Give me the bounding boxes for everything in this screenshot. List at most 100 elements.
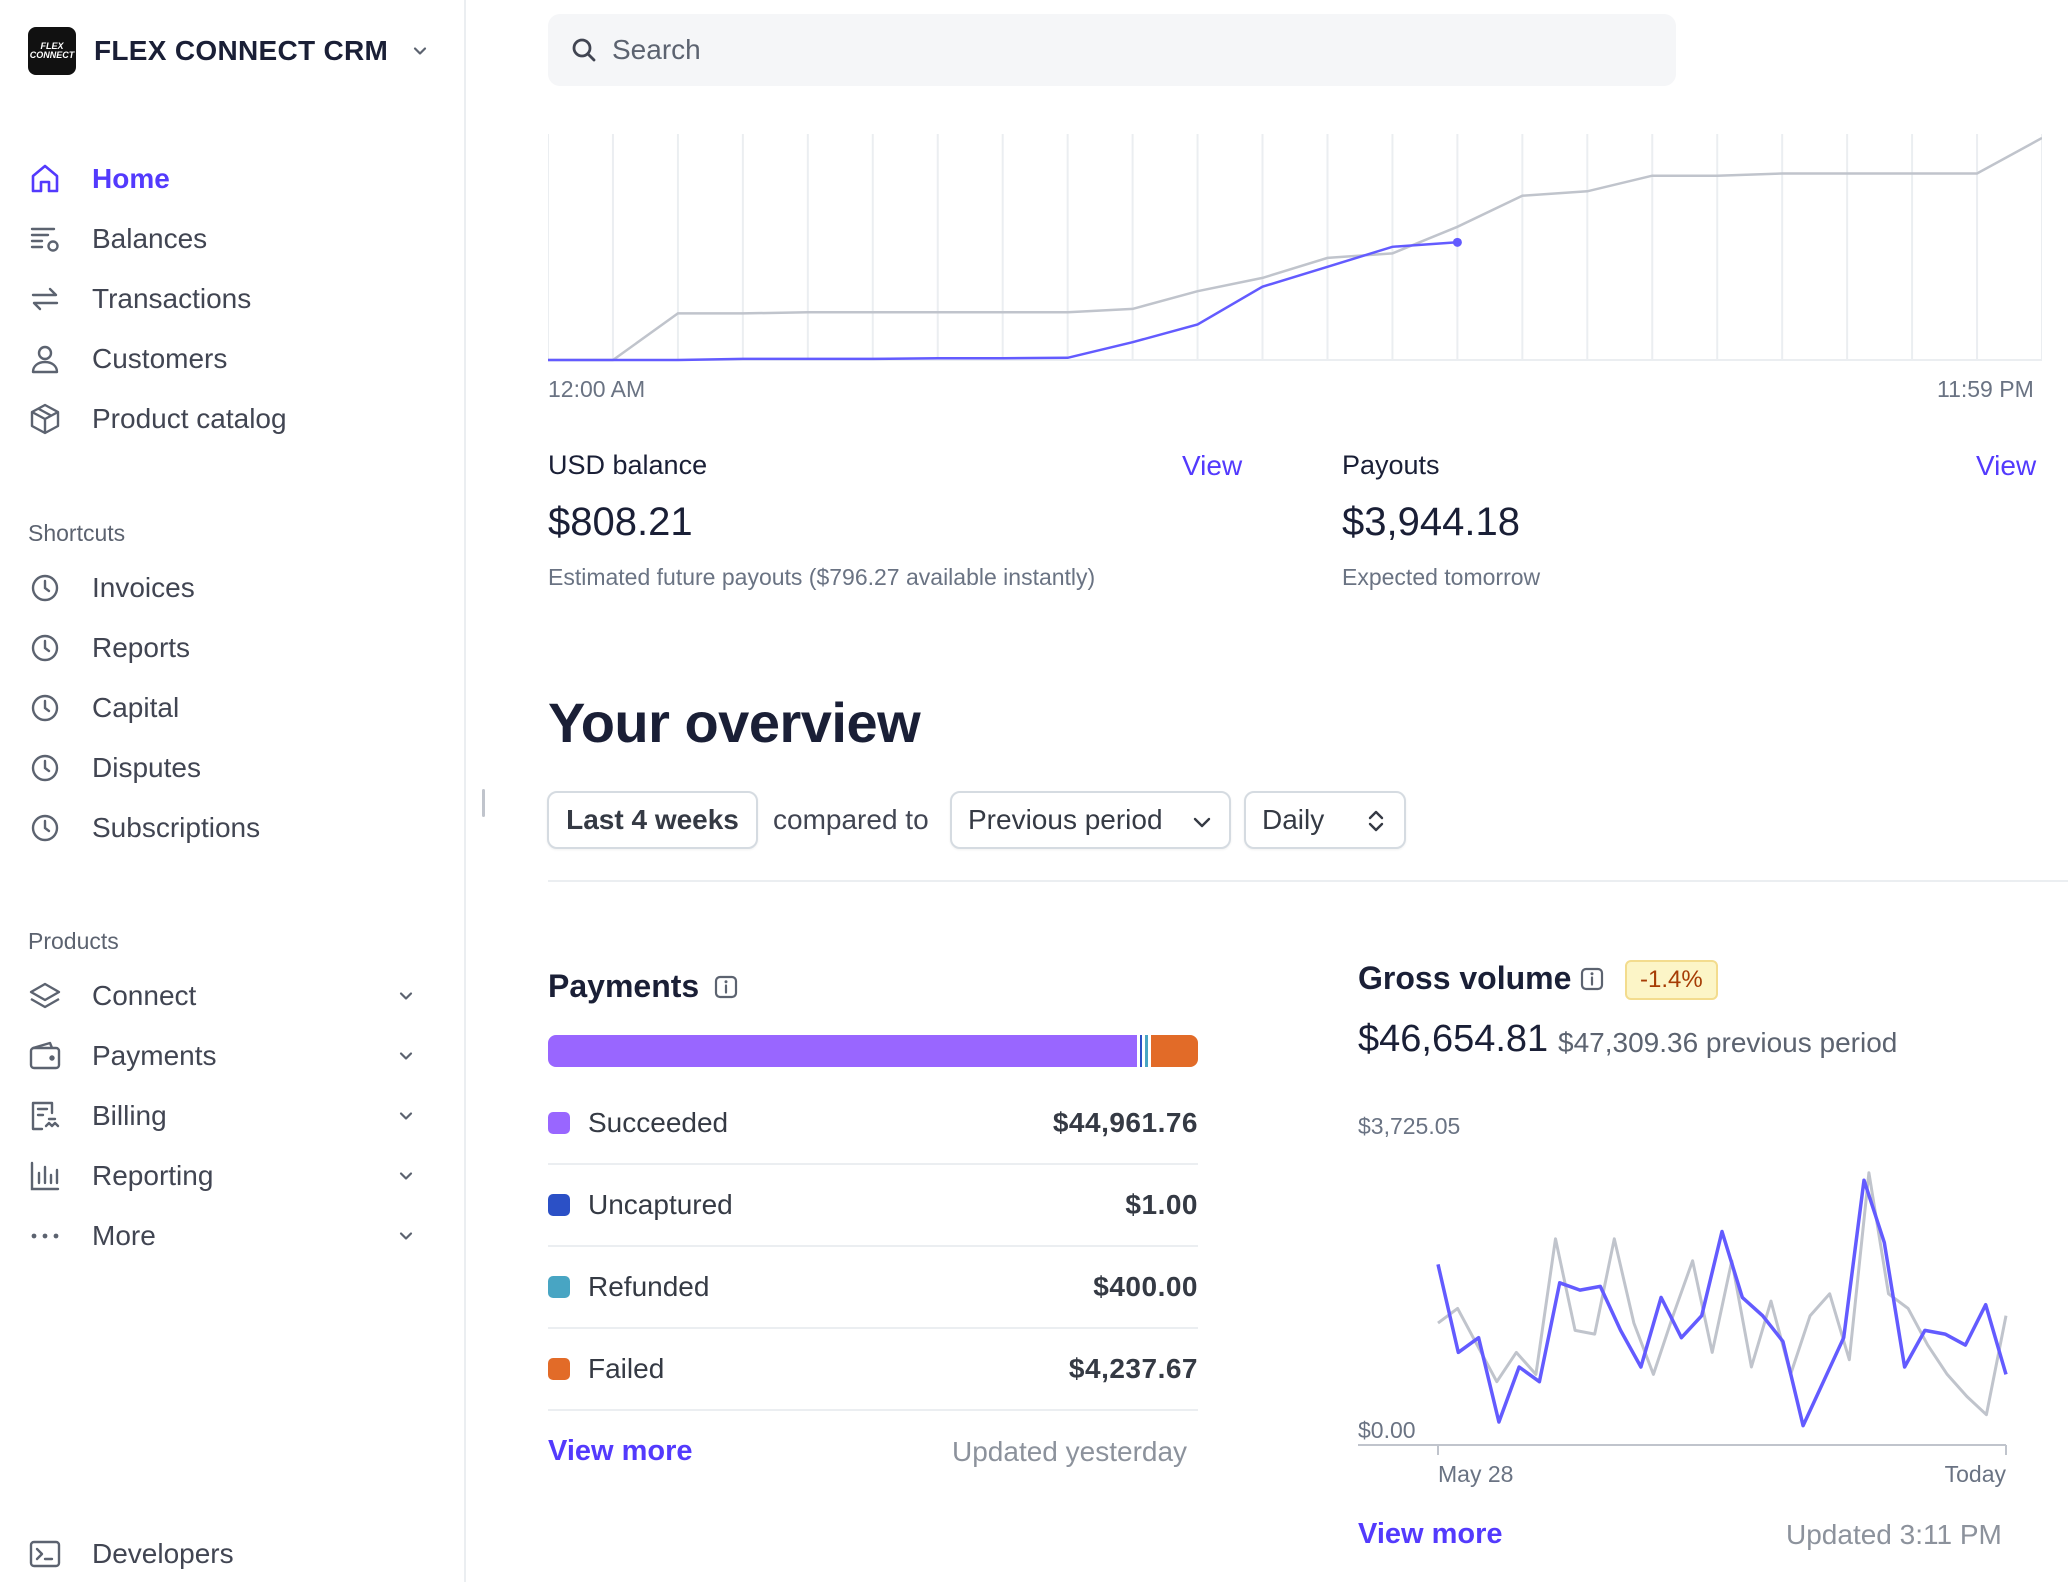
info-icon[interactable] [714, 975, 738, 999]
home-icon [28, 162, 62, 196]
gross-volume-value: $46,654.81 [1358, 1018, 1549, 1060]
payouts-title: Payouts [1342, 450, 1440, 480]
wallet-icon [28, 1039, 62, 1073]
sidebar-item-label: Product catalog [92, 403, 287, 434]
today-volume-chart [548, 134, 2042, 362]
more-dots-icon [28, 1219, 62, 1253]
clock-icon [28, 631, 62, 665]
divider [548, 880, 2068, 882]
account-switcher[interactable]: FLEX CONNECT FLEX CONNECT CRM [28, 26, 430, 76]
payment-row-succeeded[interactable]: Succeeded $44,961.76 [548, 1083, 1198, 1165]
change-badge: -1.4% [1625, 960, 1718, 1000]
payment-status-label: Succeeded [588, 1107, 729, 1138]
x-tick-label-start: May 28 [1438, 1461, 1513, 1487]
arrows-exchange-icon [28, 282, 62, 316]
usd-balance-title: USD balance [548, 450, 708, 480]
gross-volume-updated-text: Updated 3:11 PM [1786, 1519, 2002, 1550]
comparison-period-value: Previous period [968, 804, 1163, 835]
sidebar-item-home[interactable]: Home [28, 154, 428, 204]
legend-swatch [548, 1276, 570, 1298]
chevron-up-down-icon [1368, 810, 1384, 832]
search-icon [572, 38, 596, 62]
gross-volume-previous: $47,309.36 previous period [1558, 1027, 1898, 1058]
payment-status-label: Uncaptured [588, 1189, 733, 1220]
sidebar-item-transactions[interactable]: Transactions [28, 274, 428, 324]
sidebar-item-billing[interactable]: Billing [28, 1091, 428, 1141]
sidebar-item-label: Balances [92, 223, 208, 254]
shortcut-disputes[interactable]: Disputes [28, 743, 428, 793]
bar-chart-icon [28, 1159, 62, 1193]
clock-icon [28, 691, 62, 725]
chevron-down-icon [399, 1052, 413, 1060]
chart-start-time: 12:00 AM [548, 376, 646, 402]
clock-icon [28, 571, 62, 605]
sidebar-item-label: Subscriptions [92, 812, 261, 843]
shortcut-capital[interactable]: Capital [28, 683, 428, 733]
chart-end-time: 11:59 PM [1937, 376, 2034, 402]
info-icon[interactable] [1580, 967, 1604, 991]
payment-status-label: Refunded [588, 1271, 710, 1302]
interval-select[interactable]: Daily [1244, 791, 1406, 849]
chevron-down-icon [399, 1232, 413, 1240]
chevron-down-icon [414, 47, 427, 55]
sidebar-item-payments[interactable]: Payments [28, 1031, 428, 1081]
previous-period-line [548, 136, 2042, 362]
y-tick-min: $0.00 [1358, 1417, 1416, 1443]
legend-swatch [548, 1112, 570, 1134]
shortcut-invoices[interactable]: Invoices [28, 563, 428, 613]
sidebar: FLEX CONNECT FLEX CONNECT CRM Home Balan… [0, 0, 466, 1582]
today-line [548, 241, 1458, 362]
legend-swatch [548, 1194, 570, 1216]
sidebar-item-reporting[interactable]: Reporting [28, 1151, 428, 1201]
clock-icon [28, 751, 62, 785]
gross-volume-view-more-link[interactable]: View more [1358, 1518, 1503, 1550]
bar-segment-succeeded [548, 1035, 1138, 1067]
sidebar-item-label: Transactions [92, 283, 252, 314]
chevron-down-icon [399, 1112, 413, 1120]
payment-row-failed[interactable]: Failed $4,237.67 [548, 1329, 1198, 1411]
payment-amount: $400.00 [1093, 1271, 1198, 1302]
payment-status-label: Failed [588, 1353, 665, 1384]
billing-icon [28, 1099, 62, 1133]
search-bar[interactable] [548, 14, 1676, 86]
sidebar-resize-handle[interactable] [482, 789, 485, 817]
shortcut-subscriptions[interactable]: Subscriptions [28, 803, 428, 853]
payment-amount: $1.00 [1125, 1189, 1198, 1220]
payments-view-more-link[interactable]: View more [548, 1435, 693, 1467]
terminal-icon [28, 1537, 62, 1571]
gross-volume-chart: $3,725.05 $0.00 May 28 Today [1358, 1113, 2008, 1487]
search-input[interactable] [612, 34, 1512, 66]
box-icon [28, 402, 62, 436]
payouts-subtitle: Expected tomorrow [1342, 564, 1541, 590]
sidebar-item-developers[interactable]: Developers [28, 1529, 428, 1579]
sidebar-item-label: Billing [92, 1100, 167, 1131]
payouts-view-link[interactable]: View [1976, 450, 2037, 481]
bar-segment-failed [1147, 1035, 1198, 1067]
date-range-label: Last 4 weeks [566, 804, 739, 835]
sidebar-item-label: Disputes [92, 752, 201, 783]
sidebar-item-balances[interactable]: Balances [28, 214, 428, 264]
sidebar-item-label: More [92, 1220, 156, 1251]
payment-row-refunded[interactable]: Refunded $400.00 [548, 1247, 1198, 1329]
payment-amount: $4,237.67 [1068, 1353, 1198, 1384]
payments-updated-text: Updated yesterday [952, 1436, 1188, 1467]
usd-balance-subtitle: Estimated future payouts ($796.27 availa… [548, 564, 1096, 590]
bar-segment-refunded [1142, 1035, 1148, 1067]
sidebar-item-connect[interactable]: Connect [28, 971, 428, 1021]
sidebar-item-product-catalog[interactable]: Product catalog [28, 394, 428, 444]
sidebar-item-more[interactable]: More [28, 1211, 428, 1261]
products-heading: Products [28, 928, 119, 954]
usd-balance-value: $808.21 [548, 500, 693, 544]
sidebar-item-label: Payments [92, 1040, 217, 1071]
chevron-down-icon [399, 1172, 413, 1180]
payment-row-uncaptured[interactable]: Uncaptured $1.00 [548, 1165, 1198, 1247]
date-range-button[interactable]: Last 4 weeks [547, 791, 758, 849]
sidebar-item-customers[interactable]: Customers [28, 334, 428, 384]
comparison-period-select[interactable]: Previous period [950, 791, 1231, 849]
previous-period-line [1437, 1171, 2008, 1417]
person-icon [28, 342, 62, 376]
usd-balance-view-link[interactable]: View [1182, 450, 1243, 481]
shortcut-reports[interactable]: Reports [28, 623, 428, 673]
payment-amount: $44,961.76 [1052, 1107, 1198, 1138]
payouts-value: $3,944.18 [1342, 500, 1520, 544]
